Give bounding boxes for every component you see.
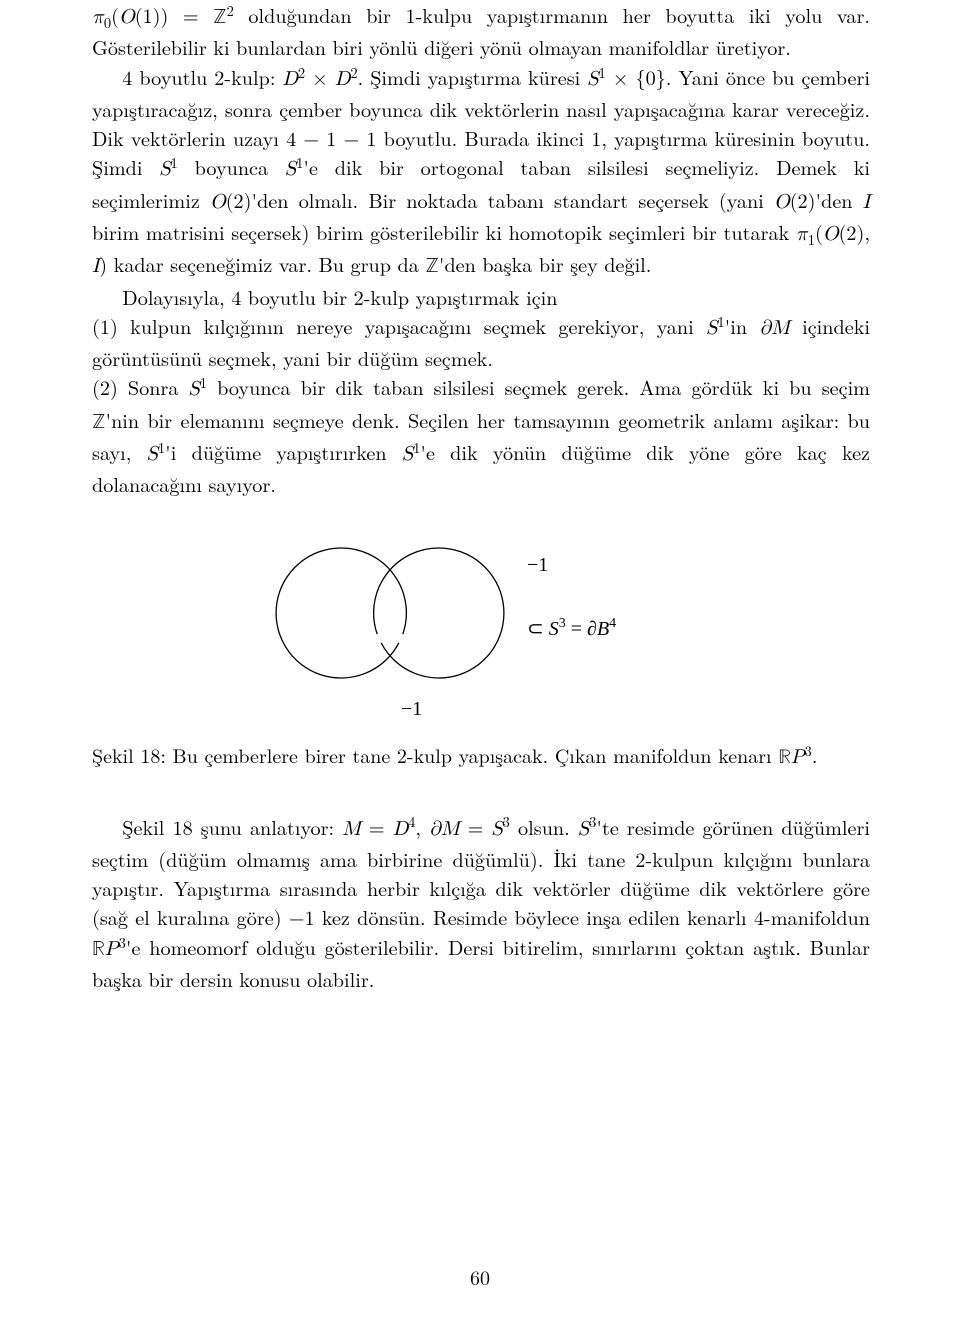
page: π0(O(1)) = ℤ2 olduğundan bir 1-kulpu yap… [0,0,960,1327]
figure-label-subset: ⊂ S3 = ∂B4 [527,616,616,640]
figure-18-svg: −1 −1 ⊂ S3 = ∂B4 [221,523,741,723]
page-number: 60 [0,1262,960,1291]
paragraph-4: (1) kulpun kılçığının nereye yapışacağın… [92,311,870,373]
paragraph-1: π0(O(1)) = ℤ2 olduğundan bir 1-kulpu yap… [92,0,870,62]
figure-18: −1 −1 ⊂ S3 = ∂B4 [92,523,870,728]
paragraph-6: Şekil 18 şunu anlatıyor: M = D4, ∂M = S3… [92,812,870,994]
body-text-block: π0(O(1)) = ℤ2 olduğundan bir 1-kulpu yap… [92,0,870,499]
paragraph-5: (2) Sonra S1 boyunca bir dik taban silsi… [92,372,870,498]
figure-label-bottom: −1 [401,698,422,720]
paragraph-2: 4 boyutlu 2-kulp: D2 × D2. Şimdi yapıştı… [92,62,870,282]
figure-18-caption: Şekil 18: Bu çemberlere birer tane 2-kul… [92,740,870,772]
body-text-block-2: Şekil 18 şunu anlatıyor: M = D4, ∂M = S3… [92,812,870,994]
paragraph-3: Dolayısıyla, 4 boyutlu bir 2-kulp yapışt… [92,282,870,311]
figure-label-top: −1 [527,554,548,576]
